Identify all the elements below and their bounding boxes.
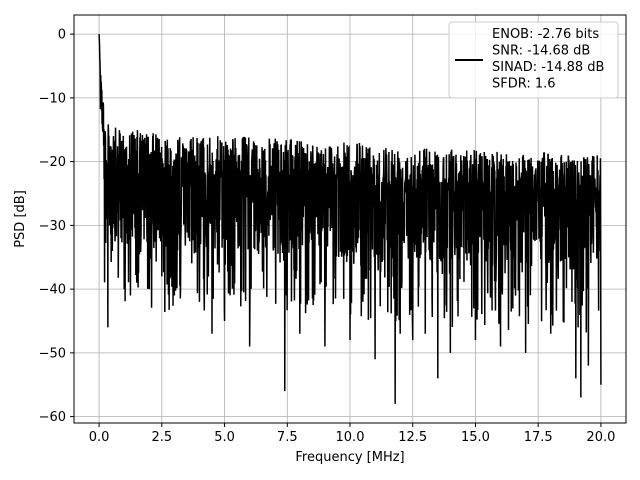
legend-sfdr: SFDR: 1.6 [492,77,556,92]
plot-area [98,34,602,404]
legend-enob: ENOB: -2.76 bits [492,27,599,42]
x-tick-label: 17.5 [524,430,553,445]
y-tick-label: −60 [39,410,66,425]
x-tick-label: 15.0 [461,430,490,445]
x-tick-label: 2.5 [151,430,172,445]
y-tick-label: −50 [39,346,66,361]
psd-series-line [98,34,602,404]
legend: ENOB: -2.76 bits SNR: -14.68 dB SINAD: -… [448,21,619,99]
y-tick-label: −10 [39,91,66,106]
x-tick-label: 5.0 [214,430,235,445]
x-axis-label: Frequency [MHz] [295,450,404,465]
y-tick-label: −30 [39,219,66,234]
x-tick-label: 0.0 [89,430,110,445]
legend-box [448,21,619,99]
axis-ticks: 0.0 2.5 5.0 7.5 10.0 12.5 15.0 17.5 20.0 0 −10 −20 −… [39,28,616,445]
y-axis-label: PSD [dB] [13,190,28,248]
x-tick-label: 7.5 [277,430,298,445]
y-tick-label: −20 [39,155,66,170]
legend-sinad: SINAD: -14.88 dB [492,60,604,75]
legend-snr: SNR: -14.68 dB [492,44,590,59]
x-tick-label: 12.5 [398,430,427,445]
y-tick-label: −40 [39,283,66,298]
x-tick-label: 20.0 [586,430,615,445]
x-tick-label: 10.0 [336,430,365,445]
y-tick-label: 0 [58,28,66,43]
